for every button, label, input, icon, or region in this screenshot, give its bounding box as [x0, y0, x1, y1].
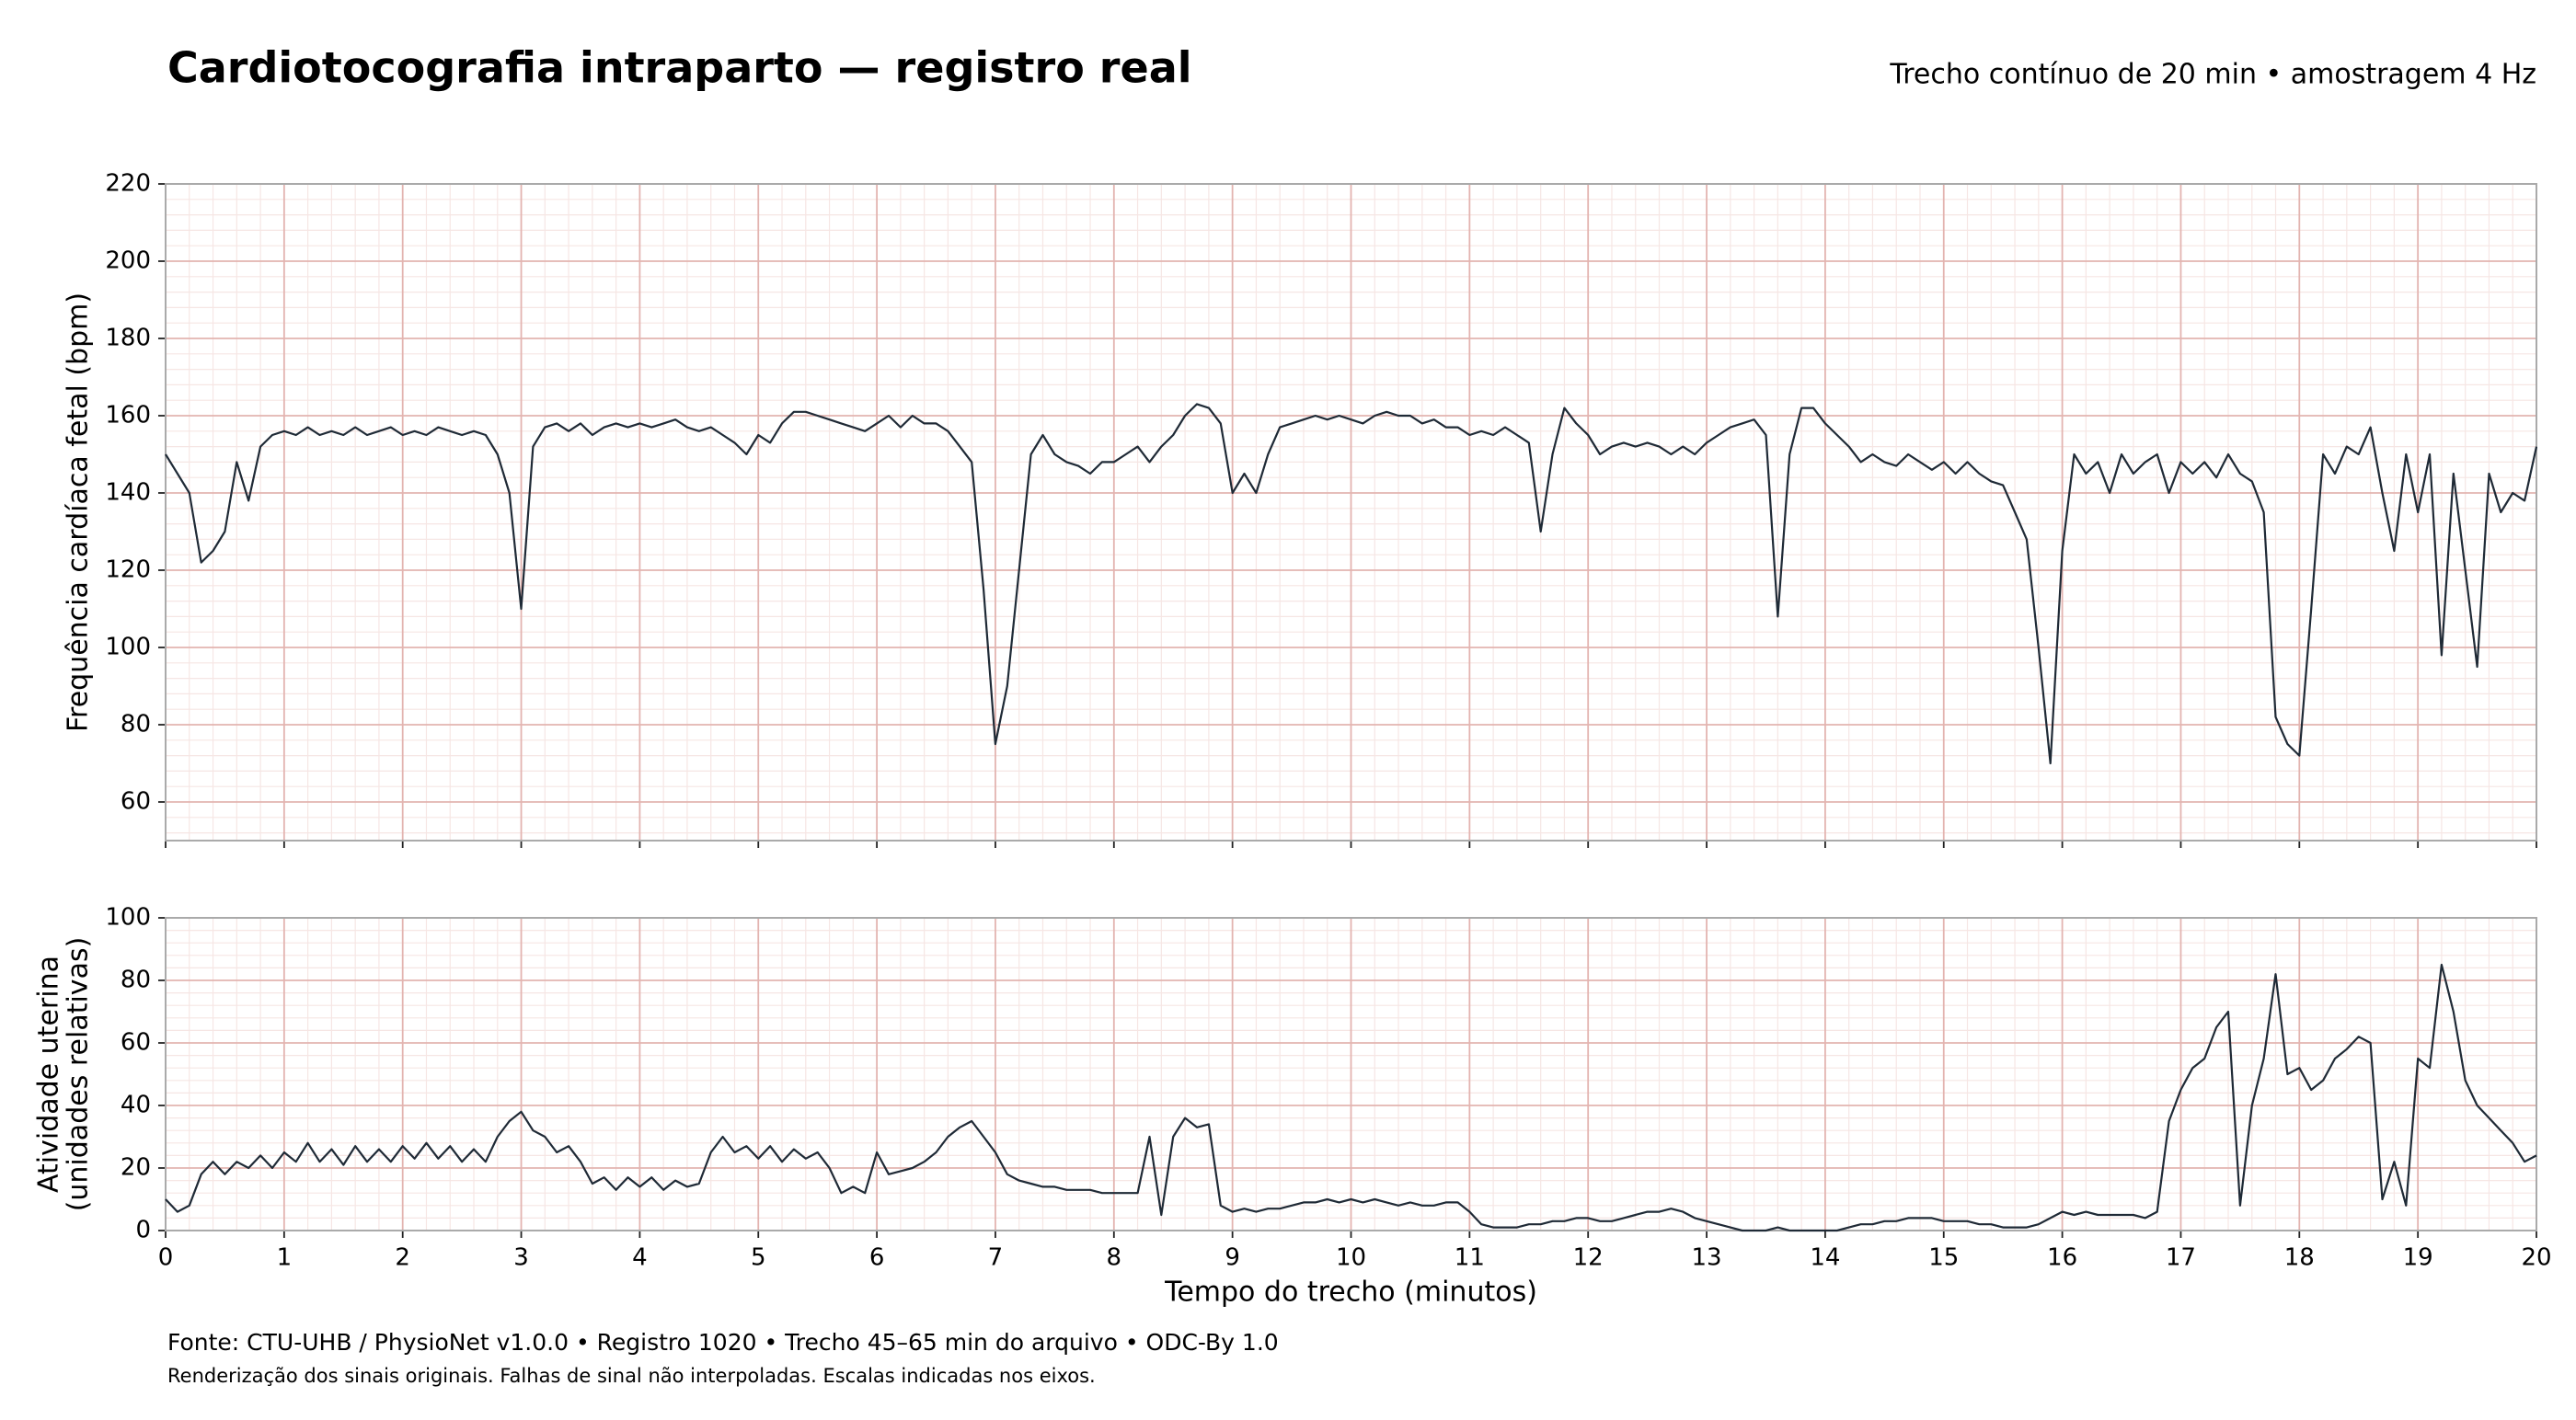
x-tick-label: 9	[1225, 1244, 1240, 1272]
x-tick-label: 3	[513, 1244, 529, 1272]
y-tick-label: 0	[135, 1217, 151, 1244]
x-tick-label: 1	[277, 1244, 293, 1272]
x-tick-label: 7	[988, 1244, 1004, 1272]
x-tick-label: 0	[158, 1244, 174, 1272]
x-axis-label: Tempo do trecho (minutos)	[1164, 1277, 1537, 1309]
y-tick-label: 20	[121, 1154, 151, 1182]
plot-frame	[165, 183, 2537, 842]
x-tick-label: 8	[1107, 1244, 1122, 1272]
x-tick-label: 2	[395, 1244, 410, 1272]
y-tick-label: 220	[105, 170, 151, 198]
x-tick-label: 19	[2403, 1244, 2433, 1272]
x-tick-label: 16	[2047, 1244, 2077, 1272]
signal-line	[165, 403, 2538, 765]
x-tick-label: 6	[869, 1244, 885, 1272]
x-tick-label: 5	[751, 1244, 766, 1272]
x-tick-label: 17	[2166, 1244, 2196, 1272]
y-axis-label: (unidades relativas)	[63, 937, 95, 1212]
x-tick-label: 20	[2521, 1244, 2551, 1272]
y-axis-label: Frequência cardíaca fetal (bpm)	[63, 292, 95, 732]
y-tick-label: 160	[105, 402, 151, 429]
y-tick-label: 80	[121, 967, 151, 994]
y-tick-label: 140	[105, 479, 151, 507]
y-tick-label: 180	[105, 325, 151, 352]
plot-frame	[165, 917, 2537, 1231]
signal-line	[165, 963, 2537, 1232]
y-tick-label: 100	[105, 904, 151, 932]
x-tick-label: 15	[1928, 1244, 1959, 1272]
chart-title: Cardiotocografia intraparto — registro r…	[167, 43, 1192, 93]
y-tick-label: 60	[121, 1029, 151, 1057]
y-tick-label: 80	[121, 711, 151, 739]
y-tick-label: 200	[105, 247, 151, 275]
x-tick-label: 11	[1455, 1244, 1485, 1272]
x-tick-label: 13	[1692, 1244, 1722, 1272]
y-tick-label: 60	[121, 788, 151, 816]
x-tick-label: 18	[2284, 1244, 2315, 1272]
y-tick-label: 100	[105, 634, 151, 661]
footer-note: Renderização dos sinais originais. Falha…	[167, 1365, 1096, 1387]
x-tick-label: 12	[1573, 1244, 1604, 1272]
y-axis-label: Atividade uterina	[33, 956, 65, 1193]
y-tick-label: 40	[121, 1092, 151, 1119]
chart-subtitle: Trecho contínuo de 20 min • amostragem 4…	[1889, 59, 2536, 91]
x-tick-label: 10	[1336, 1244, 1366, 1272]
x-tick-label: 4	[632, 1244, 648, 1272]
footer-source: Fonte: CTU-UHB / PhysioNet v1.0.0 • Regi…	[167, 1329, 1279, 1356]
x-tick-label: 14	[1810, 1244, 1840, 1272]
y-tick-label: 120	[105, 556, 151, 584]
